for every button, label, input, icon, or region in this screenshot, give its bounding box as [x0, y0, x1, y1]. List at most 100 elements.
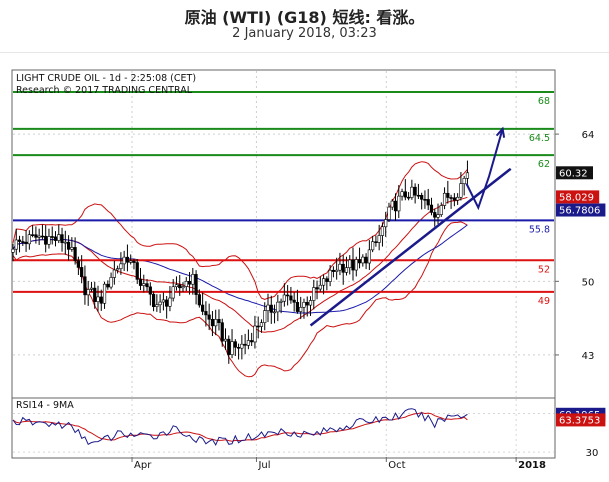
candle-body — [220, 322, 224, 342]
main-panel-frame — [11, 69, 556, 399]
main-price-tag-2 — [556, 203, 606, 217]
projection-arrowhead — [495, 126, 506, 138]
candle-body — [403, 191, 407, 198]
candle-body — [266, 304, 270, 311]
candle-body — [243, 343, 247, 346]
candle-body — [106, 283, 110, 288]
candle-body — [240, 343, 244, 349]
candle-body — [194, 274, 198, 295]
candle-body — [459, 183, 463, 198]
candle-body — [174, 284, 179, 288]
candle-body — [436, 214, 440, 218]
chart-info-line2: Research © 2017 TRADING CENTRAL — [16, 85, 193, 96]
candle-body — [387, 206, 391, 220]
candle-body — [76, 260, 80, 268]
candle-body — [125, 256, 130, 263]
candle-body — [89, 287, 94, 290]
candle-body — [158, 301, 162, 306]
candle-body — [312, 287, 316, 301]
rsi-price-tag-label-1: 63.3753 — [559, 415, 600, 426]
candle-body — [295, 302, 300, 312]
candle-body — [230, 341, 234, 355]
projection-path — [465, 128, 504, 211]
candle-body — [184, 281, 188, 287]
candle-body — [393, 200, 398, 212]
candle-body — [223, 338, 228, 342]
candle-body — [83, 276, 87, 296]
main-price-tag-label-2: 56.7806 — [559, 206, 600, 217]
candle-body — [60, 234, 64, 244]
rsi-price-tag-1 — [556, 413, 606, 427]
candle-body — [374, 241, 378, 244]
x-axis-tick-label: Oct — [388, 460, 405, 471]
candle-body — [321, 278, 326, 286]
candle-body — [380, 226, 385, 236]
candle-body — [318, 284, 322, 290]
candle-body — [187, 281, 192, 285]
candle-body — [53, 236, 58, 241]
candle-body — [456, 196, 460, 201]
candle-body — [361, 256, 365, 264]
candle-body — [341, 263, 345, 273]
candle-body — [191, 274, 195, 285]
candle-body — [66, 241, 71, 250]
candle-body — [151, 293, 156, 307]
main-price-tag-label-0: 60.32 — [559, 168, 588, 179]
candle-body — [70, 247, 74, 250]
candle-body — [210, 318, 215, 327]
candle-body — [390, 200, 394, 208]
candle-body — [11, 248, 15, 253]
y-axis-tick-label: 43 — [582, 351, 595, 362]
candle-body — [269, 304, 273, 313]
candle-body — [462, 177, 466, 184]
candle-body — [276, 301, 280, 313]
candle-body — [214, 319, 218, 327]
y-axis-tick-label: 64 — [582, 130, 595, 141]
candle-body — [416, 194, 420, 197]
candle-body — [308, 300, 313, 306]
candle-body — [31, 234, 35, 236]
candle-body — [178, 284, 182, 289]
candle-body — [338, 263, 342, 271]
support-trendline — [309, 167, 512, 327]
candle-body — [204, 311, 208, 316]
candle-body — [429, 204, 434, 213]
candle-body — [122, 256, 126, 265]
candle-body — [357, 259, 362, 264]
candle-body — [80, 267, 84, 278]
level-label-1: 64.5 — [529, 133, 550, 144]
candle-body — [24, 241, 28, 245]
candle-body — [331, 269, 335, 272]
x-axis-tick-label: Jul — [257, 460, 270, 471]
candle-body — [351, 259, 355, 271]
candle-body — [227, 338, 231, 355]
y-axis-tick-label: 50 — [582, 277, 595, 288]
candle-body — [263, 310, 267, 323]
candle-body — [299, 306, 303, 312]
candle-body — [119, 263, 123, 269]
candle-body — [168, 297, 172, 307]
candle-body — [420, 194, 424, 200]
candle-body — [50, 236, 54, 238]
candle-body — [148, 286, 152, 295]
candle-body — [86, 289, 90, 296]
candle-body — [305, 301, 309, 306]
candle-body — [21, 241, 25, 243]
page-subtitle: 2 January 2018, 03:23 — [232, 26, 377, 41]
candle-body — [367, 249, 371, 264]
candle-body — [364, 256, 368, 264]
candle-body — [161, 299, 165, 303]
x-axis-tick-label: Apr — [134, 460, 152, 471]
candle-body — [145, 283, 149, 288]
candle-body — [47, 236, 51, 245]
candle-body — [197, 294, 201, 306]
candle-body — [57, 234, 61, 241]
candle-body — [17, 239, 22, 242]
candle-body — [344, 267, 349, 273]
candle-body — [433, 212, 437, 218]
candle-body — [256, 325, 260, 328]
candle-body — [96, 296, 100, 302]
candle-body — [250, 340, 254, 343]
candle-body — [439, 205, 443, 215]
candle-body — [400, 191, 404, 197]
